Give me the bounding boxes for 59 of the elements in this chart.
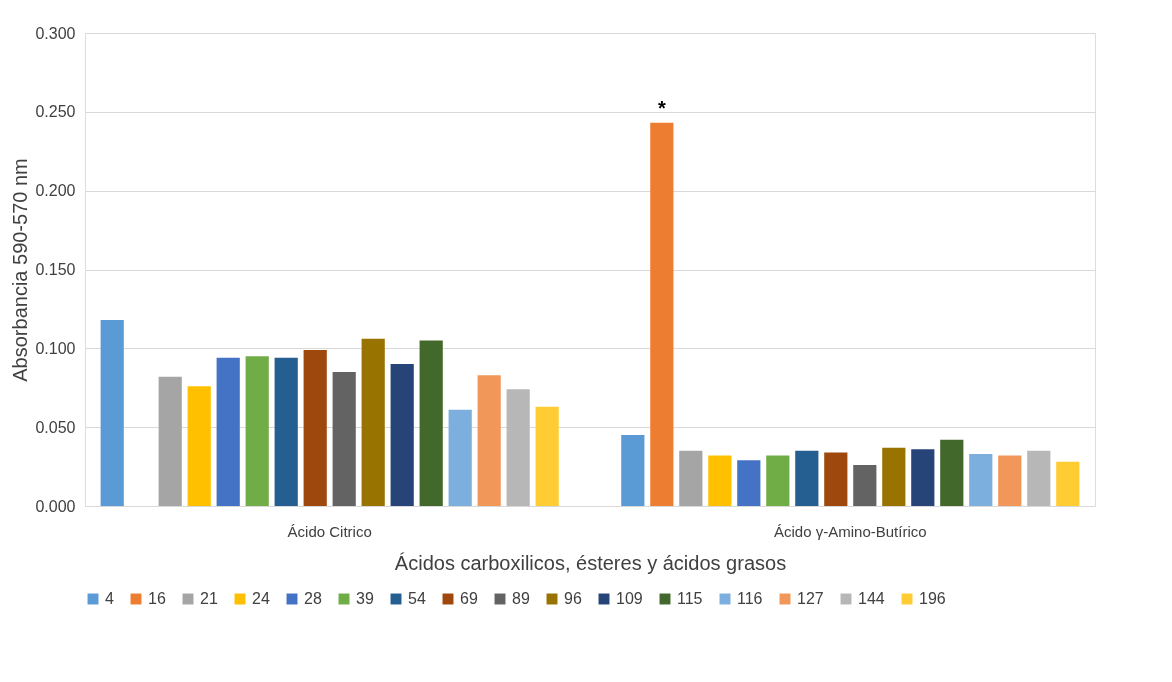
legend-label: 109 [616,590,643,607]
bar [998,455,1022,506]
bar [882,447,906,506]
y-tick-label: 0.150 [35,261,76,278]
legend-label: 115 [677,590,703,607]
bar [245,356,269,506]
bar [1027,450,1051,506]
x-tick-label: Ácido γ-Amino-Butírico [774,522,927,540]
bar [621,435,645,506]
bar [1056,461,1080,506]
y-tick-label: 0.000 [35,497,76,515]
x-axis-title: Ácidos carboxilicos, ésteres y ácidos grasos [394,551,787,574]
legend-label: 28 [304,590,322,607]
bar [969,453,993,506]
x-tick-label: Ácido Citrico [287,522,372,540]
legend-label: 89 [512,590,530,607]
legend-label: 116 [737,590,763,607]
legend-label: 39 [356,590,374,607]
legend-label: 21 [200,590,218,607]
y-tick-label: 0.050 [35,418,76,436]
legend-label: 96 [564,590,582,607]
bar [737,460,761,506]
bar [332,371,356,506]
legend-label: 24 [252,590,270,607]
bar [853,465,877,506]
bar [911,449,935,506]
bar [650,122,674,506]
bar [100,319,124,506]
legend-label: 4 [105,590,114,607]
bar [419,340,443,506]
legend-label: 196 [919,590,946,607]
bar [766,455,790,506]
legend-label: 69 [460,590,478,607]
bar [216,357,240,506]
bar [708,455,732,506]
bar [274,357,298,506]
bar [506,389,530,506]
y-tick-label: 0.300 [35,24,76,42]
bar [477,375,501,506]
bar [448,409,472,506]
y-tick-label: 0.250 [35,103,76,121]
bar [535,406,559,506]
legend-label: 54 [408,590,426,607]
y-tick-label: 0.100 [35,339,76,357]
bar [390,364,414,506]
legend-label: 144 [858,590,885,607]
annotation: * [657,96,666,119]
bar [795,450,819,506]
bar [824,452,848,506]
y-tick-label: 0.200 [35,182,76,200]
bar [187,386,211,506]
bar [303,349,327,506]
legend-label: 127 [797,590,824,607]
bar [679,450,703,506]
bar [158,376,182,506]
legend-label: 16 [148,590,166,607]
bar [940,439,964,506]
bar [361,338,385,506]
y-axis-title: Absorbancia 590-570 nm [9,158,32,382]
